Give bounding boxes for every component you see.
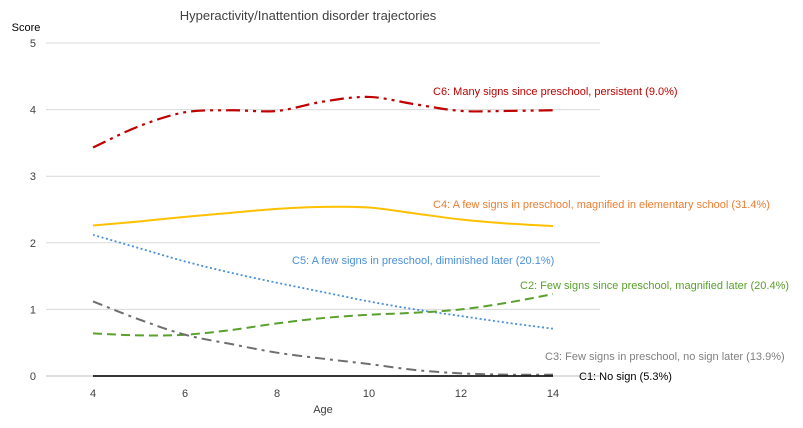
series-label-c3: C3: Few signs in preschool, no sign late… (545, 351, 785, 363)
chart-title: Hyperactivity/Inattention disorder traje… (180, 8, 437, 23)
y-tick-label: 2 (30, 238, 36, 250)
y-axis-label: Score (12, 22, 41, 34)
series-line-c3 (92, 300, 554, 376)
x-tick-label: 12 (455, 388, 467, 400)
y-tick-label: 0 (30, 371, 36, 383)
series-label-c5: C5: A few signs in preschool, diminished… (292, 255, 554, 267)
x-tick-label: 4 (90, 388, 96, 400)
series-label-c6: C6: Many signs since preschool, persiste… (433, 86, 678, 98)
y-tick-label: 4 (30, 105, 36, 117)
series-label-c1: C1: No sign (5.3%) (579, 371, 672, 383)
y-tick-label: 1 (30, 304, 36, 316)
series-line-c2 (92, 293, 554, 337)
x-tick-label: 8 (274, 388, 280, 400)
x-tick-label: 10 (363, 388, 375, 400)
series-label-c4: C4: A few signs in preschool, magnified … (433, 199, 770, 211)
x-axis-label: Age (313, 404, 333, 416)
series-line-c5 (92, 233, 554, 330)
x-tick-label: 14 (547, 388, 559, 400)
y-tick-label: 3 (30, 171, 36, 183)
series-line-c4 (92, 205, 554, 228)
series-line-c6 (92, 95, 554, 149)
series-lines (92, 95, 554, 377)
x-tick-label: 6 (182, 388, 188, 400)
y-tick-label: 5 (30, 38, 36, 50)
series-label-c2: C2: Few signs since preschool, magnified… (520, 280, 789, 292)
series-labels: C6: Many signs since preschool, persiste… (292, 86, 789, 383)
